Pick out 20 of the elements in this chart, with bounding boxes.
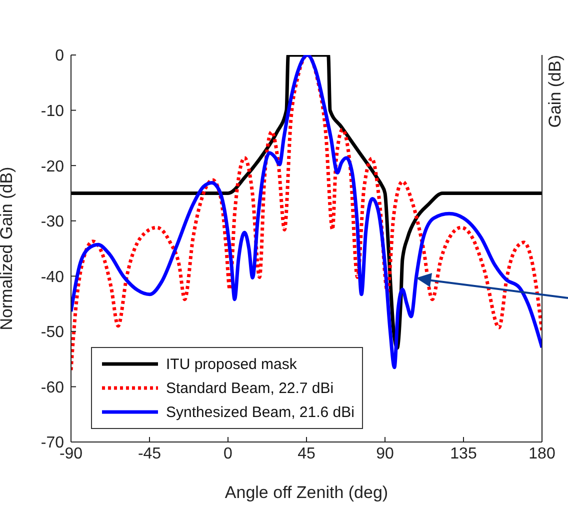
x-tick-label: 180 — [528, 445, 556, 462]
legend-label: Standard Beam, 22.7 dBi — [166, 380, 334, 396]
x-tick-label: 45 — [298, 445, 316, 462]
y-tick-label: -40 — [40, 268, 64, 286]
y2-axis-title: Gain (dB) — [545, 55, 564, 128]
x-tick-label: -45 — [138, 445, 162, 462]
legend-label: Synthesized Beam, 21.6 dBi — [166, 404, 354, 420]
y-tick-label: -20 — [40, 158, 64, 176]
y-tick-label: -60 — [40, 379, 64, 396]
y-tick-label: -70 — [40, 434, 64, 452]
x-tick-label: 0 — [224, 445, 233, 462]
y-tick-label: -10 — [40, 102, 64, 120]
y-tick-label: -50 — [40, 324, 64, 342]
y-axis-title: Normalized Gain (dB) — [0, 166, 16, 330]
legend-label: ITU proposed mask — [166, 356, 297, 372]
y-tick-label: -30 — [40, 214, 64, 231]
y-tick-label: 0 — [55, 48, 64, 65]
x-tick-label: 90 — [376, 445, 394, 462]
x-tick-label: 135 — [450, 445, 477, 462]
x-axis-title: Angle off Zenith (deg) — [224, 483, 388, 502]
